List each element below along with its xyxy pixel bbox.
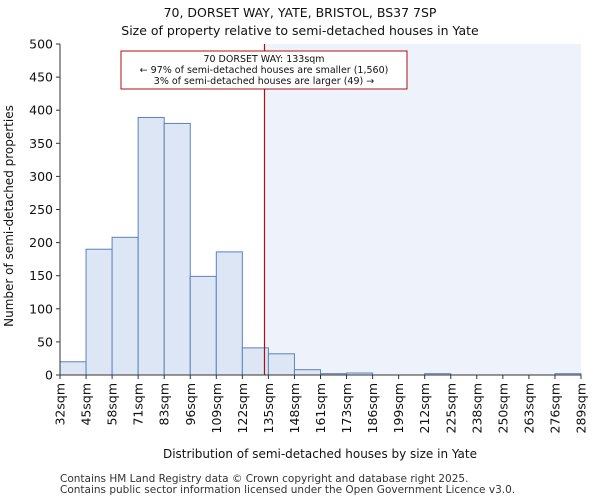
- bar-32sqm: [59, 361, 87, 376]
- annotation-line-1: 70 DORSET WAY: 133sqm: [203, 54, 324, 65]
- x-tick-label-71sqm: 71sqm: [131, 383, 146, 426]
- x-tick-label-161sqm: 161sqm: [313, 383, 328, 433]
- y-axis-label: Number of semi-detached properties: [2, 105, 16, 327]
- x-tick-label-45sqm: 45sqm: [79, 383, 94, 426]
- y-tick-label-50: 50: [37, 334, 53, 349]
- x-tick-label-289sqm: 289sqm: [574, 383, 589, 433]
- x-tick-label-238sqm: 238sqm: [469, 383, 484, 433]
- x-tick-label-32sqm: 32sqm: [53, 383, 68, 426]
- x-tick-label-148sqm: 148sqm: [287, 383, 302, 433]
- bar-83sqm: [163, 122, 191, 376]
- y-tick-label-350: 350: [29, 136, 53, 151]
- x-tick-label-276sqm: 276sqm: [547, 383, 562, 433]
- x-tick-label-109sqm: 109sqm: [209, 383, 224, 433]
- bar-45sqm: [85, 248, 113, 376]
- footer-licence: Contains public sector information licen…: [60, 484, 516, 496]
- y-tick-label-300: 300: [29, 169, 53, 184]
- x-tick-label-186sqm: 186sqm: [365, 383, 380, 433]
- x-tick-label-173sqm: 173sqm: [339, 383, 354, 433]
- annotation-line-2: ← 97% of semi-detached houses are smalle…: [140, 65, 389, 76]
- bar-58sqm: [111, 236, 139, 376]
- y-tick-label-500: 500: [29, 37, 53, 52]
- y-tick-label-0: 0: [45, 368, 53, 383]
- x-tick-label-122sqm: 122sqm: [235, 383, 250, 433]
- y-tick-label-150: 150: [29, 268, 53, 283]
- x-tick-label-83sqm: 83sqm: [157, 383, 172, 426]
- bar-109sqm: [215, 251, 243, 376]
- annotation-box: [120, 50, 408, 90]
- x-tick-label-58sqm: 58sqm: [105, 383, 120, 426]
- y-tick-label-250: 250: [29, 202, 53, 217]
- y-tick-label-200: 200: [29, 235, 53, 250]
- chart-title: 70, DORSET WAY, YATE, BRISTOL, BS37 7SP: [164, 5, 437, 20]
- x-tick-label-250sqm: 250sqm: [495, 383, 510, 433]
- x-tick-label-225sqm: 225sqm: [443, 383, 458, 433]
- x-tick-label-96sqm: 96sqm: [183, 383, 198, 426]
- x-tick-label-263sqm: 263sqm: [521, 383, 536, 433]
- bar-71sqm: [137, 116, 165, 376]
- x-axis-label: Distribution of semi-detached houses by …: [163, 447, 477, 461]
- x-tick-label-135sqm: 135sqm: [261, 383, 276, 433]
- larger-region-shade: [264, 44, 581, 375]
- chart-subtitle: Size of property relative to semi-detach…: [121, 23, 479, 38]
- y-tick-label-100: 100: [29, 301, 53, 316]
- annotation-line-3: 3% of semi-detached houses are larger (4…: [154, 76, 374, 87]
- x-tick-label-212sqm: 212sqm: [417, 383, 432, 433]
- y-tick-label-450: 450: [29, 70, 53, 85]
- bar-135sqm: [267, 353, 295, 376]
- bar-148sqm: [293, 369, 322, 376]
- footer-copyright: Contains HM Land Registry data © Crown c…: [60, 473, 469, 485]
- x-tick-label-199sqm: 199sqm: [391, 383, 406, 433]
- y-tick-label-400: 400: [29, 103, 53, 118]
- bar-96sqm: [189, 275, 217, 376]
